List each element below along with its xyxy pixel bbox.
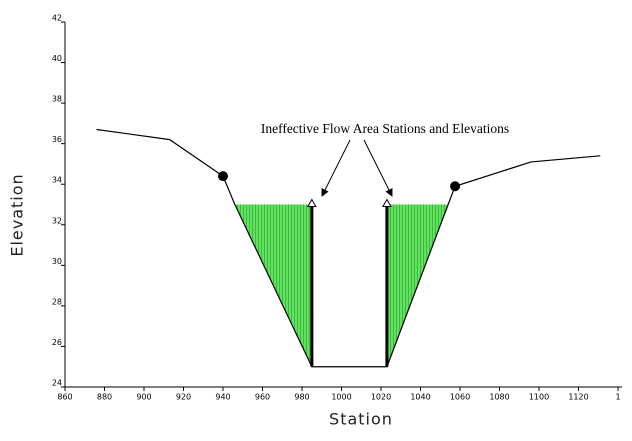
ineffective-point xyxy=(307,198,317,207)
x-tick-label: 1020 xyxy=(371,393,391,402)
bank-station xyxy=(450,181,461,192)
ground-line xyxy=(96,128,601,368)
x-tick-label: 920 xyxy=(176,393,191,402)
annotation-arrow xyxy=(321,139,351,197)
x-tick-label: 1060 xyxy=(450,393,470,402)
x-tick-label: 940 xyxy=(215,393,230,402)
y-axis-title: Elevation xyxy=(8,173,27,256)
y-tick-label: 42 xyxy=(52,14,62,23)
y-tick-label: 36 xyxy=(52,135,62,144)
y-tick-label: 32 xyxy=(52,216,62,225)
y-tick-label: 28 xyxy=(52,297,62,306)
x-tick-label: 1040 xyxy=(410,393,430,402)
ineffective-point xyxy=(382,198,392,207)
x-tick-label: 1080 xyxy=(489,393,509,402)
x-tick-label: 960 xyxy=(255,393,270,402)
x-tick-label: 1120 xyxy=(568,393,588,402)
y-tick-label: 34 xyxy=(52,176,62,185)
bank-station xyxy=(218,171,228,182)
annotation-arrow xyxy=(363,139,393,197)
y-tick-label: 26 xyxy=(52,338,62,347)
x-tick-label: 980 xyxy=(294,393,309,402)
x-axis-title: Station xyxy=(329,410,393,429)
y-tick-label: 38 xyxy=(52,95,62,104)
annotation: Ineffective Flow Area Stations and Eleva… xyxy=(261,121,509,136)
x-tick-label: 880 xyxy=(97,393,112,402)
y-tick-label: 40 xyxy=(52,54,62,63)
x-tick-label: 1100 xyxy=(529,393,549,402)
x-tick-label: 860 xyxy=(57,393,72,402)
x-tick-label: 1 xyxy=(615,393,620,402)
x-tick-label: 1000 xyxy=(331,393,351,402)
y-tick-label: 24 xyxy=(52,379,62,388)
y-tick-label: 30 xyxy=(52,257,62,266)
x-tick-label: 900 xyxy=(136,393,151,402)
